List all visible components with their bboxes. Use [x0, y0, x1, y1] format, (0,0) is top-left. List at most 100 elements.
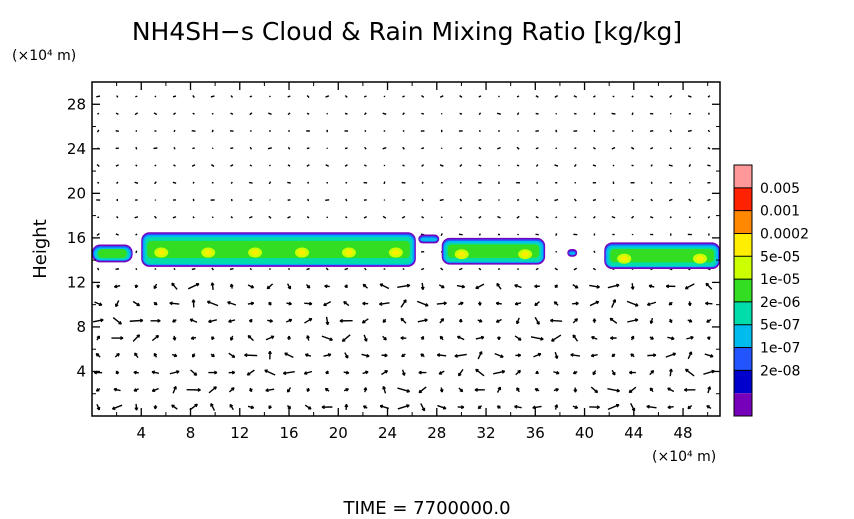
wind-arrowhead: [189, 318, 194, 323]
wind-arrow: [400, 299, 407, 308]
wind-arrow: [555, 250, 558, 253]
wind-arrow: [478, 95, 482, 98]
x-tick-label: 8: [186, 424, 196, 442]
wind-arrowhead: [540, 336, 544, 341]
wind-arrow: [307, 198, 310, 202]
wind-arrowhead: [265, 388, 269, 393]
wind-arrowhead: [151, 388, 156, 393]
wind-arrowhead: [173, 353, 178, 358]
wind-arrow: [592, 267, 596, 271]
wind-arrow: [478, 112, 482, 116]
wind-arrow: [551, 334, 562, 342]
wind-arrow: [283, 370, 295, 375]
wind-arrowhead: [668, 319, 673, 324]
wind-arrowhead: [379, 404, 384, 409]
wind-arrow: [192, 94, 195, 98]
wind-arrow: [456, 284, 465, 288]
wind-arrow: [211, 267, 214, 271]
wind-arrow: [421, 147, 425, 150]
wind-arrow: [418, 386, 427, 394]
wind-arrowhead: [517, 369, 521, 374]
wind-arrowhead: [329, 337, 333, 342]
wind-arrowhead: [246, 372, 251, 376]
wind-arrowhead: [176, 370, 180, 374]
wind-arrow: [383, 181, 386, 185]
wind-arrowhead: [591, 335, 595, 340]
wind-arrow: [555, 216, 558, 219]
wind-arrowhead: [572, 334, 577, 339]
wind-arrow: [421, 164, 425, 167]
wind-arrowhead: [191, 354, 196, 358]
wind-arrow: [589, 300, 600, 307]
wind-arrow: [187, 283, 200, 290]
cloud-core: [521, 251, 529, 257]
wind-arrowhead: [443, 301, 447, 306]
wind-arrow: [115, 181, 119, 185]
wind-arrow: [477, 351, 483, 360]
wind-arrow: [687, 351, 693, 360]
wind-arrowhead: [475, 285, 479, 290]
wind-arrowhead: [361, 319, 366, 324]
wind-arrow: [573, 95, 578, 98]
wind-arrow: [516, 199, 520, 201]
wind-arrow: [115, 164, 119, 167]
colorbar-label: 2e-08: [760, 363, 800, 379]
wind-arrow: [268, 215, 272, 219]
wind-arrow: [516, 146, 520, 150]
wind-arrow: [607, 284, 620, 289]
wind-arrowhead: [250, 405, 255, 410]
wind-arrow: [135, 130, 138, 132]
wind-arrowhead: [197, 387, 201, 392]
x-axis: 4 8 12 16 20 24 28 32 36 40 44 48: [116, 82, 709, 442]
wind-arrowhead: [229, 337, 234, 341]
wind-arrowhead: [362, 405, 367, 409]
wind-arrow: [192, 181, 195, 184]
wind-arrow: [704, 353, 714, 358]
wind-arrow: [304, 370, 313, 375]
wind-arrowhead: [615, 403, 620, 408]
colorbar-bin: [734, 210, 752, 234]
wind-arrowhead: [436, 353, 441, 358]
wind-arrow: [230, 112, 234, 115]
x-tick-label: 28: [427, 424, 446, 442]
wind-arrow: [208, 386, 217, 394]
x-tick-label: 4: [136, 424, 146, 442]
wind-arrow: [649, 130, 654, 132]
wind-arrowhead: [459, 388, 464, 393]
colorbar-label: 5e-07: [760, 318, 800, 334]
wind-arrowhead: [534, 388, 539, 392]
cloud-segment-layer: [569, 252, 576, 255]
colorbar-label: 1e-07: [760, 341, 800, 357]
wind-arrow: [627, 318, 639, 323]
wind-arrow: [688, 147, 691, 150]
wind-arrowhead: [537, 352, 542, 357]
wind-arrowhead: [496, 405, 501, 409]
wind-arrowhead: [286, 389, 291, 393]
wind-arrowhead: [420, 286, 425, 290]
wind-arrow: [611, 215, 616, 219]
wind-arrowhead: [95, 352, 100, 357]
wind-arrowhead: [400, 317, 405, 322]
wind-arrow: [478, 164, 482, 167]
wind-arrow: [631, 112, 634, 116]
wind-arrow: [190, 369, 198, 376]
wind-arrow: [628, 386, 637, 394]
y-tick-label: 16: [67, 229, 86, 247]
wind-arrow: [154, 181, 157, 185]
wind-arrow: [421, 198, 424, 202]
wind-arrowhead: [267, 302, 272, 306]
wind-arrowhead: [477, 405, 482, 410]
wind-arrowhead: [362, 283, 367, 288]
wind-arrowhead: [553, 301, 558, 305]
wind-arrow: [478, 215, 482, 219]
wind-arrowhead: [514, 404, 518, 409]
wind-arrowhead: [365, 370, 369, 375]
wind-arrowhead: [572, 370, 577, 375]
wind-arrowhead: [555, 370, 560, 375]
wind-arrow: [665, 352, 676, 358]
wind-arrowhead: [438, 371, 443, 375]
wind-arrow: [304, 302, 313, 305]
wind-arrowhead: [514, 301, 519, 306]
wind-arrowhead: [190, 336, 195, 341]
